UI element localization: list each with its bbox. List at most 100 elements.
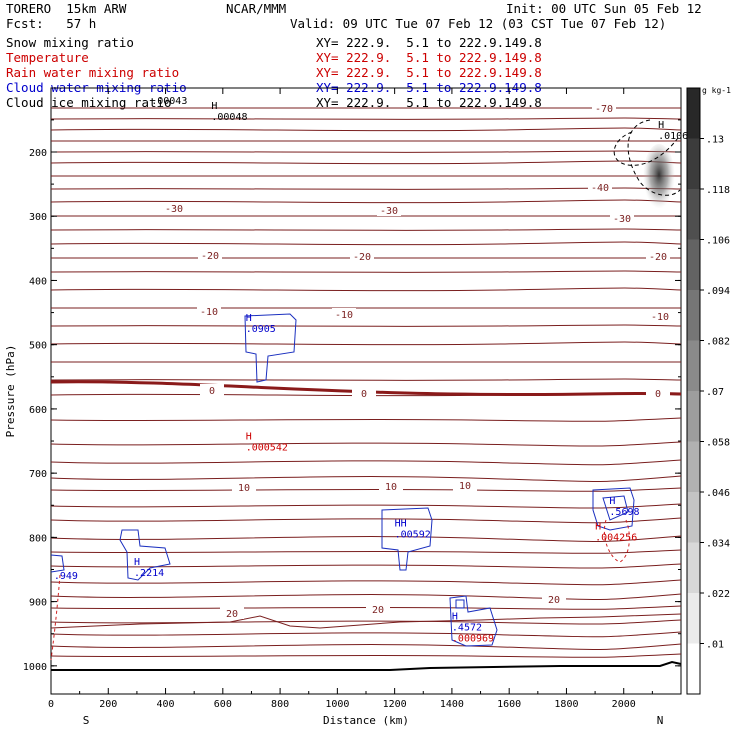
center-name: NCAR/MMM <box>226 1 287 16</box>
x-end-label-north: N <box>657 714 664 727</box>
contour-label-bg <box>592 102 616 114</box>
colorbar-swatch <box>687 593 700 644</box>
isotherm-line <box>50 187 682 190</box>
colorbar-swatch <box>687 239 700 291</box>
field-xy-snow: XY= 222.9. 5.1 to 222.9.149.8 <box>316 35 542 50</box>
contour-label-0: 0 <box>209 386 215 397</box>
contour-label-0: 0 <box>361 389 367 400</box>
contour-label-bg <box>366 603 390 615</box>
extremum-mark: H <box>595 522 601 533</box>
extremum-value: .00592 <box>395 529 431 540</box>
isotherm-line <box>50 117 682 120</box>
contour-label-20: 20 <box>372 605 384 616</box>
isotherm-line <box>50 475 682 483</box>
colorbar-tick-label: .094 <box>706 286 730 297</box>
y-tick-label: 300 <box>29 212 47 223</box>
x-tick-label: 0 <box>48 699 54 710</box>
contour-label-bg <box>648 310 672 322</box>
extremum-mark: H <box>609 496 615 507</box>
contour-label-m70: -70 <box>595 104 613 115</box>
extremum-value: .949 <box>54 571 78 582</box>
colorbar-tick-label: .106 <box>706 236 730 247</box>
extremum-value: .2214 <box>134 568 164 579</box>
field-label-cloud-ice: Cloud ice mixing ratio <box>6 95 172 110</box>
colorbar-tick-label: .046 <box>706 488 730 499</box>
cloud-water-contour <box>50 554 65 573</box>
x-tick-label: 200 <box>99 699 117 710</box>
isotherm-line <box>50 199 682 204</box>
colorbar-tick-label: .01 <box>706 640 724 651</box>
y-tick-label: 500 <box>29 341 47 352</box>
y-tick-label: 200 <box>29 148 47 159</box>
isotherm-line <box>50 653 682 658</box>
y-tick-label: 700 <box>29 469 47 480</box>
contour-label-bg <box>332 308 356 320</box>
isotherm-line <box>50 535 682 543</box>
contour-label-20: 20 <box>226 609 238 620</box>
colorbar-tick-label: .082 <box>706 337 730 348</box>
contour-label-10: 10 <box>459 481 471 492</box>
isotherm-line <box>50 619 682 625</box>
extremum-mark: H <box>246 313 252 324</box>
y-tick-label: 600 <box>29 405 47 416</box>
isotherm-line <box>50 643 682 651</box>
colorbar-swatch <box>687 340 700 392</box>
extremum-mark: H <box>134 557 140 568</box>
y-tick-label: 800 <box>29 533 47 544</box>
isotherm-line <box>50 287 682 292</box>
contour-label-bg <box>200 384 224 396</box>
extremum-value: .000542 <box>246 443 288 454</box>
extremum-value: .00043 <box>151 96 187 107</box>
contour-label-bg <box>646 387 670 399</box>
freezing-level-line <box>50 380 682 397</box>
x-tick-label: 400 <box>157 699 175 710</box>
contour-label-bg <box>379 480 403 492</box>
contour-label-bg <box>542 593 566 605</box>
extremum-value: .5698 <box>609 507 639 518</box>
isotherm-line <box>50 459 682 466</box>
cloud-water-contour <box>592 487 635 531</box>
isotherm-line <box>50 417 682 422</box>
colorbar-swatch <box>687 189 700 240</box>
contour-label-0: 0 <box>655 389 661 400</box>
x-tick-label: 600 <box>214 699 232 710</box>
contour-label-bg <box>453 479 477 491</box>
init-time: Init: 00 UTC Sun 05 Feb 12 <box>506 1 702 16</box>
field-label-snow: Snow mixing ratio <box>6 35 134 50</box>
terrain-line <box>51 660 682 671</box>
isotherm-line <box>50 378 682 381</box>
valid-time: Valid: 09 UTC Tue 07 Feb 12 (03 CST Tue … <box>290 16 667 31</box>
isotherm-line <box>50 593 682 601</box>
isotherm-line <box>50 270 682 273</box>
snow-contour <box>627 119 681 196</box>
contour-label-bg <box>162 202 186 214</box>
contour-label-bg <box>588 181 612 193</box>
cloud-water-contour <box>119 529 171 581</box>
contour-label-m30: -30 <box>613 214 631 225</box>
extremum-mark: H <box>452 612 458 623</box>
isotherm-line <box>50 241 682 246</box>
contour-label-20: 20 <box>548 595 560 606</box>
cloud-water-contour <box>602 495 629 521</box>
colorbar-tick-label: .058 <box>706 438 730 449</box>
contour-label-bg <box>232 481 256 493</box>
extremum-mark: H <box>246 432 252 443</box>
y-tick-label: 1000 <box>23 662 47 673</box>
colorbar-swatch <box>687 290 700 341</box>
contour-label-m20: -20 <box>353 252 371 263</box>
isotherm-line <box>50 503 682 509</box>
isotherm-line <box>50 160 682 165</box>
isotherm-line <box>50 228 682 231</box>
model-title: TORERO 15km ARW <box>6 1 127 16</box>
field-xy-cloud-ice: XY= 222.9. 5.1 to 222.9.149.8 <box>316 95 542 110</box>
contour-label-m40: -40 <box>591 183 609 194</box>
field-label-temperature: Temperature <box>6 50 89 65</box>
x-tick-label: 1600 <box>497 699 521 710</box>
colorbar-swatch <box>687 643 700 695</box>
contour-label-bg <box>377 204 401 216</box>
contour-label-m30: -30 <box>165 204 183 215</box>
y-tick-label: 400 <box>29 276 47 287</box>
contour-label-bg <box>350 250 374 262</box>
cloud-water-contour <box>244 313 297 383</box>
colorbar-tick-label: .118 <box>706 185 730 196</box>
